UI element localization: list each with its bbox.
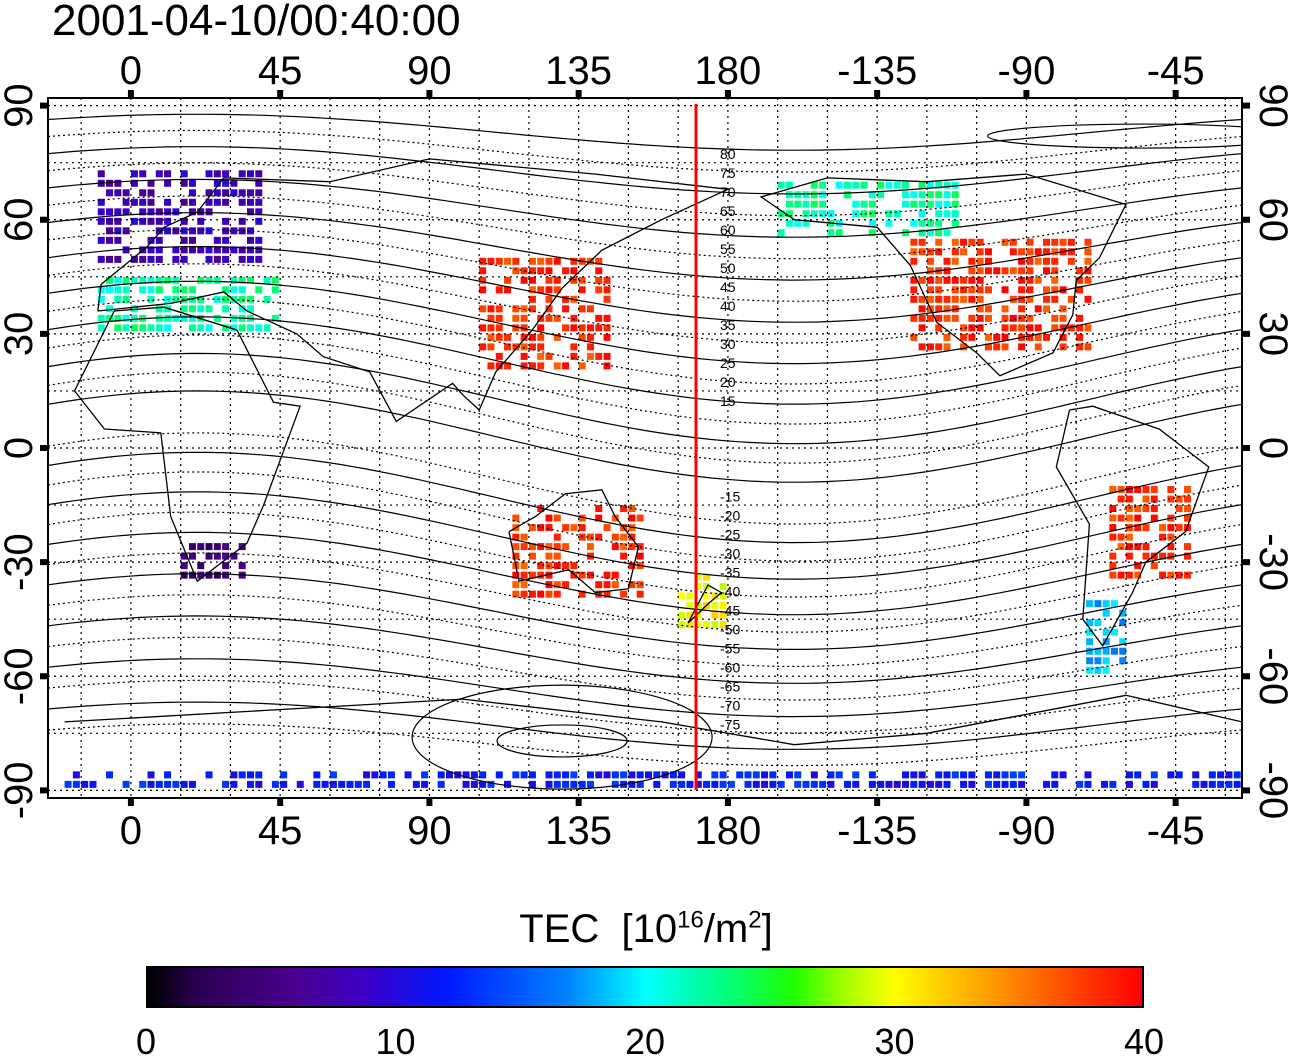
contour-label: 15 <box>720 393 736 409</box>
contour-label: -65 <box>720 678 740 694</box>
lon-label: 90 <box>407 809 452 853</box>
tec-region-new-zealand <box>678 574 726 629</box>
contour-labels: 80 75 70 65 60 55 50 45 40 35 30 25 20 15 -15 -20 -25 -30… <box>720 146 740 733</box>
colorbar-tick-label: 20 <box>625 1022 665 1062</box>
contour-label: 45 <box>720 279 736 295</box>
lat-label: -90 <box>0 761 41 819</box>
lat-label: -30 <box>0 533 41 591</box>
contour-label: 50 <box>720 260 736 276</box>
lat-label: -60 <box>0 647 41 705</box>
contour-label: -20 <box>720 507 740 523</box>
colorbar-unit-exp: 16 <box>677 907 704 934</box>
tec-region-antarctic-strip <box>65 771 1241 788</box>
lat-label: 60 <box>1251 197 1292 242</box>
contour-label: 35 <box>720 317 736 333</box>
contour-label: 25 <box>720 355 736 371</box>
lon-label: 0 <box>120 49 142 93</box>
colorbar-unit-end: ] <box>762 907 773 951</box>
lat-label: -60 <box>1251 647 1292 705</box>
contour-label: -40 <box>720 583 740 599</box>
contour-label: -45 <box>720 602 740 618</box>
lon-label: -135 <box>837 49 917 93</box>
contour-label: -25 <box>720 526 740 542</box>
tec-region-mediterranean <box>98 277 279 332</box>
colorbar-unit-exp2: 2 <box>748 907 761 934</box>
lon-label: -45 <box>1147 49 1205 93</box>
colorbar-unit-base: [10 <box>622 907 678 951</box>
contour-label: -75 <box>720 717 740 733</box>
lon-label: 0 <box>120 809 142 853</box>
lon-labels-bottom: 0 45 90 135 180 -135 -90 -45 <box>120 809 1205 853</box>
contour-label: 20 <box>720 374 736 390</box>
lon-label: 45 <box>258 809 303 853</box>
colorbar-tick-label: 30 <box>874 1022 914 1062</box>
contour-label: 55 <box>720 241 736 257</box>
lat-label: -90 <box>1251 761 1292 819</box>
contour-label: -30 <box>720 545 740 561</box>
lon-label: -90 <box>998 49 1056 93</box>
lon-label: 180 <box>695 49 762 93</box>
lat-label: -30 <box>1251 533 1292 591</box>
contour-label: 65 <box>720 203 736 219</box>
lon-label: -90 <box>998 809 1056 853</box>
contour-label: 80 <box>720 146 736 162</box>
lat-label: 90 <box>0 83 41 128</box>
lon-label: 180 <box>695 809 762 853</box>
contour-label: 75 <box>720 165 736 181</box>
lon-labels-top: 0 45 90 135 180 -135 -90 -45 <box>120 49 1205 93</box>
contour-label: 70 <box>720 184 736 200</box>
colorbar-title: TEC [1016/m2] <box>0 905 1292 953</box>
tec-region-south-america <box>1109 486 1191 579</box>
contour-label: -70 <box>720 698 740 714</box>
lon-label: 135 <box>545 809 612 853</box>
lat-labels-right: 90 60 30 0 -30 -60 -90 <box>1251 83 1292 819</box>
contour-label: -15 <box>720 488 740 504</box>
contour-label: 40 <box>720 298 736 314</box>
contour-label: -35 <box>720 564 740 580</box>
contour-label: -55 <box>720 640 740 656</box>
lat-label: 30 <box>1251 312 1292 357</box>
lon-label: -45 <box>1147 809 1205 853</box>
lon-label: 135 <box>545 49 612 93</box>
lon-label: 90 <box>407 49 452 93</box>
colorbar-tick-label: 40 <box>1124 1022 1164 1062</box>
contour-label: -60 <box>720 659 740 675</box>
colorbar-tick-label: 10 <box>375 1022 415 1062</box>
colorbar-unit-mid: /m <box>704 907 748 951</box>
lat-label: 0 <box>0 437 41 459</box>
contour-label: 30 <box>720 336 736 352</box>
contour-label: -50 <box>720 621 740 637</box>
lat-label: 0 <box>1251 437 1292 459</box>
colorbar-title-quantity: TEC <box>519 907 599 951</box>
lon-label: 45 <box>258 49 303 93</box>
lat-labels-left: 90 60 30 0 -30 -60 -90 <box>0 83 41 819</box>
colorbar-tick-label: 0 <box>136 1022 156 1062</box>
lon-label: -135 <box>837 809 917 853</box>
lat-label: 90 <box>1251 83 1292 128</box>
lat-label: 60 <box>0 197 41 242</box>
lat-label: 30 <box>0 312 41 357</box>
contour-label: 60 <box>720 222 736 238</box>
colorbar <box>146 966 1144 1008</box>
